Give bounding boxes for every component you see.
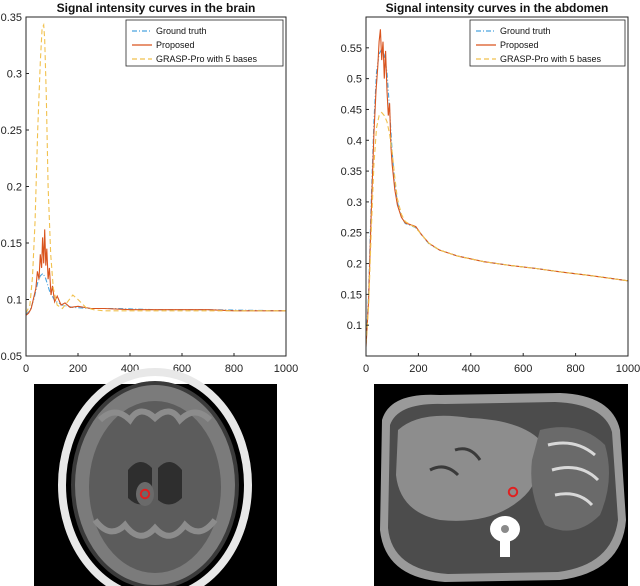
hepatic-vessels [429,447,482,477]
y-tick-label: 0.15 [1,238,22,250]
x-tick-label: 200 [69,363,87,375]
legend-label-ground-truth: Ground truth [500,26,551,36]
brain-mri-image [34,368,277,586]
y-tick-label: 0.45 [341,104,362,116]
y-tick-label: 0.5 [347,74,362,86]
x-ticks: 0 200 400 600 800 1000 [363,353,640,375]
x-ticks: 0 200 400 600 800 1000 [23,353,298,375]
series-line-1 [366,29,628,347]
legend-box [125,19,284,67]
y-tick-label: 0.1 [347,320,362,332]
y-tick-label: 0.15 [341,289,362,301]
y-tick-label: 0.35 [1,12,22,24]
white-matter [89,401,221,573]
chart-title: Signal intensity curves in the brain [57,1,256,15]
y-tick-label: 0.2 [7,182,22,194]
legend-label-proposed: Proposed [500,40,539,50]
legend: Ground truth Proposed GRASP-Pro with 5 b… [125,19,284,67]
chart-abdomen: Signal intensity curves in the abdomen 0… [341,1,640,375]
y-tick-label: 0.3 [7,69,22,81]
legend-label-ground-truth: Ground truth [156,26,207,36]
y-tick-label: 0.1 [7,295,22,307]
series-layer [26,22,286,316]
cortical-folds-lower [92,518,218,539]
legend-label-grasp-pro: GRASP-Pro with 5 bases [500,54,602,64]
series-line-0 [26,272,286,315]
legend-label-proposed: Proposed [156,40,195,50]
spinal-canal [501,525,509,533]
y-ticks: 0.1 0.15 0.2 0.25 0.3 0.35 0.4 0.45 0.5 0.55 [341,43,369,332]
liver [396,415,541,521]
x-tick-label: 0 [363,363,369,375]
x-tick-label: 1000 [274,363,298,375]
skull [58,368,252,586]
legend-box [469,19,626,67]
y-tick-label: 0.25 [341,228,362,240]
y-tick-label: 0.3 [347,197,362,209]
x-tick-label: 400 [462,363,480,375]
x-tick-label: 600 [514,363,532,375]
series-line-0 [366,47,628,344]
bowel-contrast [547,441,600,507]
x-tick-label: 200 [409,363,427,375]
series-line-1 [26,229,286,316]
y-tick-label: 0.4 [347,135,362,147]
y-tick-label: 0.25 [1,125,22,137]
legend-label-grasp-pro: GRASP-Pro with 5 bases [156,54,258,64]
right-ventricle [158,461,182,505]
y-ticks: 0.05 0.1 0.15 0.2 0.25 0.3 0.35 [1,12,29,363]
thalamus [136,482,154,506]
y-tick-label: 0.2 [347,259,362,271]
stomach [531,427,609,531]
x-tick-label: 800 [566,363,584,375]
plot-frame [25,16,287,357]
x-tick-label: 0 [23,363,29,375]
series-layer [366,29,628,347]
plot-frame [365,16,629,357]
series-line-2 [366,111,628,344]
roi-marker [507,486,519,498]
y-tick-label: 0.55 [341,43,362,55]
y-tick-label: 0.05 [1,351,22,363]
series-line-2 [26,22,286,314]
roi-marker [139,488,151,500]
x-tick-label: 1000 [616,363,640,375]
y-tick-label: 0.35 [341,166,362,178]
abdomen-ct-image [374,384,628,586]
chart-brain: Signal intensity curves in the brain 0 20… [1,1,299,375]
spinous-process [500,541,510,557]
cortical-folds [97,408,213,425]
x-tick-label: 800 [225,363,243,375]
legend: Ground truth Proposed GRASP-Pro with 5 b… [469,19,626,67]
chart-title: Signal intensity curves in the abdomen [386,1,609,15]
